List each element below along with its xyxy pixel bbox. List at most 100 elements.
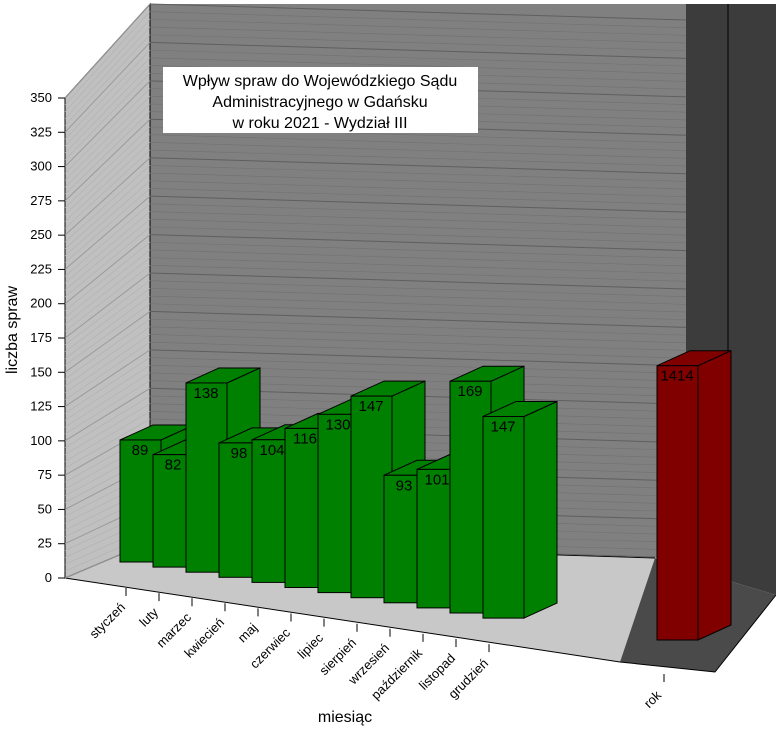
gridline [149,310,687,328]
side-gridline [64,211,151,284]
y-tick-label: 175 [30,330,52,345]
x-tick-label: luty [136,604,161,629]
bar-side [697,349,732,641]
side-gridline [64,326,151,387]
side-gridline [64,357,151,414]
y-tick-label: 75 [38,467,52,482]
gridline [149,19,687,36]
title-box [163,67,478,133]
side-gridline [64,195,151,270]
side-gridline [64,96,151,181]
side-gridline [64,80,151,167]
gridline [149,257,687,274]
side-gridline [64,111,151,195]
gridline [149,341,687,359]
side-gridline [64,403,151,455]
y-tick-label: 100 [30,433,52,448]
gridline [149,11,687,28]
y-tick-label: 300 [30,159,52,174]
gridline [149,57,687,75]
gridline [149,265,687,282]
gridline [149,134,687,151]
y-tick-label: 350 [30,90,52,105]
bar-value-label: 82 [165,457,182,474]
gridline [149,165,687,182]
side-gridline [64,334,151,394]
y-tick-label: 325 [30,124,52,139]
gridline [149,288,687,305]
gridline [149,234,687,252]
bar-front [482,416,525,619]
side-gridline [64,311,151,373]
side-gridline [64,234,151,305]
floor-outline [64,577,776,673]
side-gridline [64,341,151,400]
side-gridline [64,65,151,154]
bar-side [523,400,558,619]
x-tick-label-total: rok [641,687,665,711]
gridline [149,326,687,344]
y-tick-label: 125 [30,399,52,414]
side-gridline [64,395,151,448]
x-axis-label: miesiąc [318,709,372,726]
y-tick-label: 150 [30,364,52,379]
side-gridline [64,172,151,250]
side-gridline [64,42,151,133]
bar-value-label: 101 [424,471,449,488]
y-axis-label: liczba spraw [4,286,21,374]
gridline [149,226,687,244]
y-tick-label: 250 [30,227,52,242]
side-gridline [64,418,151,469]
gridline [149,203,687,221]
side-gridline [64,72,151,160]
y-tick-label: 225 [30,261,52,276]
gridline [149,142,687,159]
bar-value-label: 89 [132,442,149,459]
y-tick-label: 50 [38,501,52,516]
y-tick-label: 0 [45,570,52,585]
gridline [149,295,687,313]
x-tick-label: maj [235,620,260,645]
side-gridline [64,295,151,359]
bar-12: 147 [482,400,558,619]
gridline [149,349,687,367]
side-gridline [64,165,151,243]
bar-value-label: 169 [457,383,482,400]
gridline [149,188,687,205]
side-gridline [64,242,151,311]
gridline [149,172,687,190]
title-line-3: w roku 2021 - Wydział III [231,115,407,132]
side-gridline [64,188,151,263]
title-line-1: Wpływ spraw do Wojewódzkiego Sądu [183,73,458,90]
side-gridline [64,34,151,126]
y-axis-ticks: 0 25 50 75 100 125 150 175 200 225 250 275 300 325 350 [30,90,65,585]
y-tick-label: 200 [30,296,52,311]
x-tick-label: styczeń [86,600,128,642]
side-gridline [64,226,151,298]
side-gridline [64,49,151,140]
side-gridline [64,364,151,421]
bar-front [656,365,699,641]
side-gridline [64,380,151,435]
side-gridline [64,149,151,229]
bar-total: 1414 [656,349,732,641]
side-gridline [64,257,151,325]
bars: 89 82 138 98 104 116 130 147 93 101 169 147 1414 [119,349,732,641]
title-line-2: Administracyjnego w Gdańsku [212,94,427,111]
gridline [149,149,687,167]
side-gridline [64,11,151,106]
gridline [149,41,687,59]
y-tick-label: 275 [30,193,52,208]
gridline [149,218,687,236]
side-gridline [64,3,151,99]
gridline [149,241,687,259]
gridline [149,180,687,198]
bar-value-label: 1414 [660,368,693,385]
bar-value-label: 93 [396,477,413,494]
side-gridline [64,57,151,147]
side-gridline [64,318,151,380]
gridline [149,26,687,44]
side-gridline [64,411,151,462]
side-gridline [64,280,151,346]
bar-value-label: 98 [231,445,248,462]
